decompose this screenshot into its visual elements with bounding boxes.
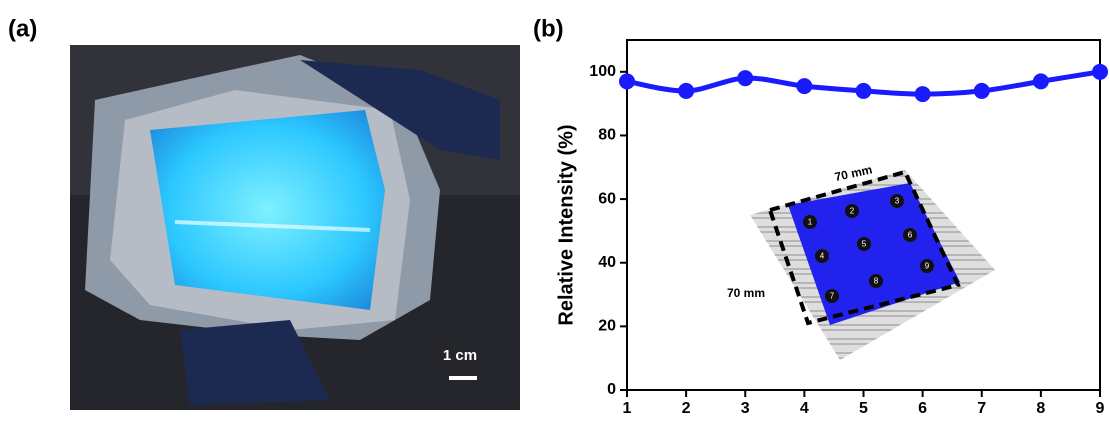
inset-spot — [890, 194, 904, 208]
inset-height-label: 70 mm — [727, 286, 765, 300]
data-point — [973, 82, 990, 99]
inset-spot — [869, 274, 883, 288]
x-tick-label: 5 — [859, 400, 868, 417]
data-point — [619, 73, 635, 90]
x-tick-label: 3 — [741, 400, 750, 417]
y-tick-label: 100 — [589, 63, 616, 80]
x-tick-label: 1 — [623, 400, 632, 417]
inset-spot — [920, 259, 934, 273]
photo: 1 cm — [70, 45, 520, 410]
inset-spot — [845, 204, 859, 218]
scale-bar-label: 1 cm — [443, 347, 477, 364]
inset-spot — [803, 215, 817, 229]
y-tick-label: 80 — [598, 127, 616, 144]
data-point — [855, 82, 872, 99]
y-axis-label: Relative Intensity (%) — [555, 124, 577, 325]
inset-spot-label: 8 — [874, 277, 879, 286]
inset-spot — [903, 228, 917, 242]
inset-spot-label: 2 — [850, 207, 855, 216]
x-tick-label: 9 — [1096, 400, 1105, 417]
x-tick-label: 8 — [1036, 400, 1045, 417]
inset-spot-label: 4 — [820, 252, 825, 261]
y-tick-label: 40 — [598, 254, 616, 271]
x-tick-label: 2 — [682, 400, 691, 417]
x-tick-label: 7 — [977, 400, 986, 417]
x-tick-label: 4 — [800, 400, 809, 417]
inset-spot-label: 5 — [862, 240, 867, 249]
inset-spot-label: 9 — [925, 262, 930, 271]
inset-spot-label: 7 — [830, 292, 835, 301]
data-point — [737, 70, 754, 87]
inset-spot — [857, 237, 871, 251]
y-tick-label: 0 — [607, 381, 616, 398]
panel-label: (a) — [8, 15, 37, 42]
data-point — [1092, 63, 1108, 80]
inset-spot — [815, 249, 829, 263]
y-tick-label: 60 — [598, 190, 616, 207]
x-tick-label: 6 — [918, 400, 927, 417]
panel-label: (b) — [533, 15, 564, 42]
data-point — [796, 78, 813, 95]
data-point — [1032, 73, 1049, 90]
inset-spot-label: 1 — [808, 218, 813, 227]
inset-spot — [825, 289, 839, 303]
inset-spot-label: 6 — [908, 231, 913, 240]
data-point — [914, 86, 931, 103]
data-point — [678, 82, 695, 99]
y-tick-label: 20 — [598, 318, 616, 335]
inset-spot-label: 3 — [895, 197, 900, 206]
